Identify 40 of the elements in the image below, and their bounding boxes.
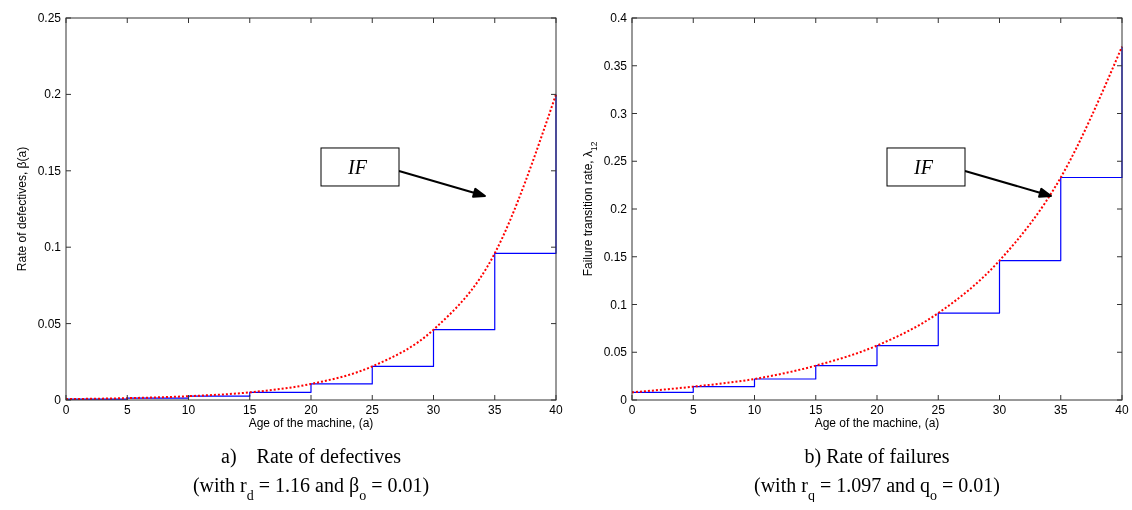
annotation: IF bbox=[347, 155, 368, 178]
x-tick-label: 25 bbox=[931, 403, 946, 417]
x-tick-label: 5 bbox=[689, 403, 697, 417]
y-tick-label: 0.35 bbox=[603, 58, 628, 73]
y-tick-label: 0.25 bbox=[37, 11, 62, 25]
x-tick-label: 40 bbox=[1115, 403, 1129, 417]
y-tick-label: 0.05 bbox=[603, 345, 628, 360]
y-tick-label: 0.2 bbox=[610, 202, 628, 216]
x-tick-label: 10 bbox=[181, 403, 196, 417]
x-tick-label: 35 bbox=[1054, 403, 1068, 417]
text: (with r$_{q}$ = 1.097 and q$_{o}$ = 0.01) bbox=[754, 474, 1000, 503]
y-axis-title: Rate of defectives, β(a) bbox=[15, 146, 29, 272]
y-tick-label: 0.2 bbox=[44, 87, 62, 102]
x-tick-label: 35 bbox=[488, 403, 502, 417]
x-tick-label: 15 bbox=[809, 403, 823, 417]
x-tick-label: 30 bbox=[992, 403, 1007, 417]
text: (with r$_{d}$ = 1.16 and β$_{o}$ = 0.01) bbox=[192, 474, 430, 503]
annotation: IF bbox=[913, 155, 934, 178]
x-axis-title: Age of the machine, (a) bbox=[814, 416, 940, 430]
y-tick-label: 0 bbox=[54, 393, 62, 407]
y-tick-label: 0.05 bbox=[37, 316, 62, 331]
y-tick-label: 0.4 bbox=[610, 11, 628, 25]
y-tick-label: 0.15 bbox=[37, 163, 62, 178]
y-tick-label: 0.1 bbox=[610, 297, 628, 312]
y-tick-label: 0.3 bbox=[610, 106, 628, 121]
x-tick-label: 20 bbox=[870, 403, 884, 417]
x-tick-label: 40 bbox=[549, 403, 563, 417]
y-tick-label: 0 bbox=[620, 393, 628, 407]
x-axis-title: Age of the machine, (a) bbox=[248, 416, 374, 430]
text: b) Rate of failures bbox=[804, 445, 950, 468]
text: a) Rate of defectives bbox=[221, 445, 402, 468]
y-tick-label: 0.1 bbox=[44, 240, 62, 255]
x-tick-label: 10 bbox=[747, 403, 762, 417]
y-tick-label: 0.15 bbox=[603, 249, 628, 264]
y-tick-label: 0.25 bbox=[603, 154, 628, 169]
x-tick-label: 25 bbox=[365, 403, 380, 417]
x-tick-label: 5 bbox=[123, 403, 131, 417]
x-tick-label: 30 bbox=[426, 403, 441, 417]
x-tick-label: 15 bbox=[243, 403, 257, 417]
x-tick-label: 20 bbox=[304, 403, 318, 417]
